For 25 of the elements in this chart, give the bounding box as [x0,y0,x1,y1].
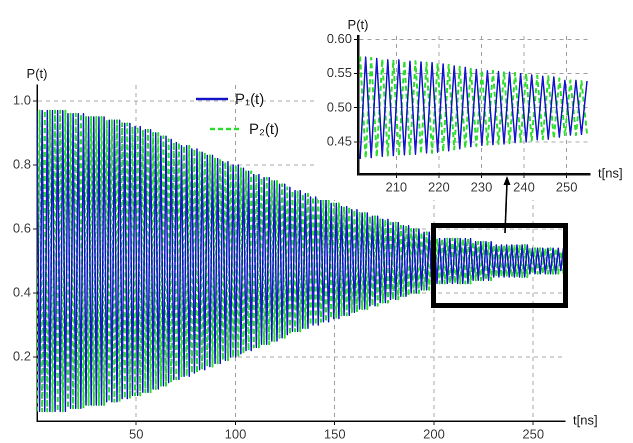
y-tick-label: 0.8 [12,156,31,172]
x-tick-label: 210 [385,179,408,194]
y-tick-label: 0.50 [326,99,352,114]
x-tick-label: 200 [423,426,445,442]
x-tick-label: 220 [428,179,450,194]
y-axis-title: P(t) [26,66,48,82]
x-tick-label: 240 [513,179,535,194]
legend-label: P₁(t) [235,90,264,108]
x-tick-label: 250 [556,179,578,194]
x-tick-label: 150 [324,426,346,442]
x-axis-title: t[ns] [598,166,623,181]
y-tick-label: 0.45 [326,133,352,148]
y-tick-label: 0.55 [326,65,352,80]
y-tick-label: 1.0 [12,92,31,108]
y-tick-label: 0.6 [12,220,31,236]
x-tick-label: 100 [224,426,246,442]
y-tick-label: 0.4 [12,284,31,300]
x-tick-label: 230 [470,179,492,194]
y-tick-label: 0.2 [12,348,31,364]
x-tick-label: 250 [522,426,544,442]
x-tick-label: 50 [129,426,144,442]
y-axis-title: P(t) [348,17,368,32]
legend-label: P₂(t) [249,120,279,138]
y-tick-label: 0.60 [326,30,352,46]
x-axis-title: t[ns] [573,412,598,428]
